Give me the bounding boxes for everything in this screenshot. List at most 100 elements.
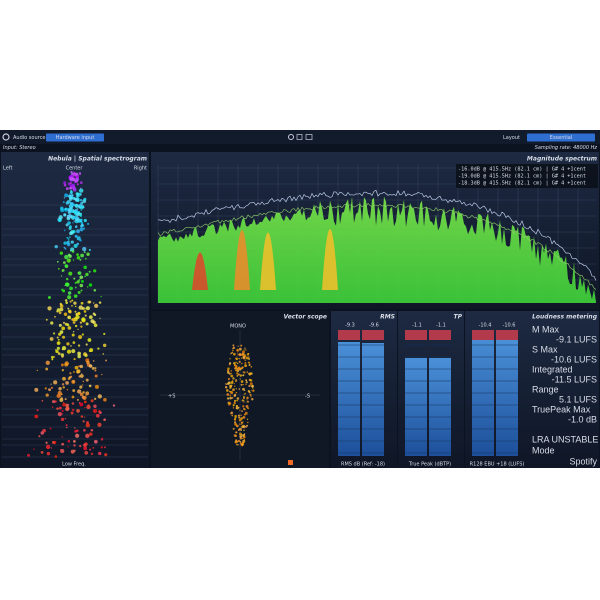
nebula-particle <box>44 387 47 390</box>
readout-box <box>456 164 598 188</box>
scope-point <box>247 373 250 375</box>
nebula-particle <box>84 257 87 260</box>
nebula-particle <box>63 181 67 185</box>
nebula-particle <box>76 242 80 246</box>
nebula-particle <box>51 355 54 359</box>
nebula-particle <box>92 360 95 362</box>
nebula-particle <box>79 181 83 184</box>
layout-label: Layout <box>503 135 520 141</box>
nebula-particle <box>73 444 76 447</box>
nebula-particle <box>72 439 76 443</box>
nebula-particle <box>66 323 70 327</box>
nebula-particle <box>59 304 64 308</box>
nebula-particle <box>64 264 68 268</box>
nebula-particle <box>72 321 76 324</box>
audio-source-button[interactable] <box>46 133 104 142</box>
nebula-particle <box>59 330 64 334</box>
scope-point <box>239 374 243 377</box>
nebula-particle <box>73 449 76 452</box>
nebula-particle <box>51 440 55 444</box>
scope-point <box>230 352 232 355</box>
scope-point <box>226 387 228 389</box>
nebula-particle <box>65 187 69 191</box>
meter-peak <box>472 330 494 340</box>
nebula-particle <box>93 323 98 328</box>
scope-point <box>234 440 238 444</box>
nebula-particle <box>62 386 65 389</box>
nebula-right: Right <box>134 166 147 172</box>
scope-point <box>241 353 244 356</box>
nebula-particle <box>73 294 78 298</box>
nebula-particle <box>104 446 106 449</box>
nebula-particle <box>85 423 90 428</box>
mode-value: Spotify <box>569 456 597 466</box>
truepeak-label: TruePeak Max <box>532 404 591 414</box>
scope-point <box>232 404 235 407</box>
nebula-particle <box>102 343 107 348</box>
scope-point <box>246 399 248 401</box>
nebula-particle <box>79 173 82 176</box>
nebula-particle <box>92 302 95 304</box>
nebula-particle <box>67 291 72 295</box>
scope-point <box>238 360 241 363</box>
scope-point <box>233 418 237 421</box>
nebula-particle <box>105 359 107 362</box>
nebula-particle <box>63 229 66 232</box>
nebula-particle <box>83 352 87 357</box>
scope-point <box>242 437 244 439</box>
nebula-particle <box>85 308 87 310</box>
settings-icon[interactable] <box>2 133 10 141</box>
nebula-particle <box>87 404 90 407</box>
scope-point <box>231 397 234 399</box>
scope-point <box>235 406 239 410</box>
scope-point <box>227 381 231 385</box>
nebula-particle <box>69 186 72 190</box>
scope-point <box>243 433 246 435</box>
nebula-particle <box>87 338 92 342</box>
nebula-particle <box>90 399 94 403</box>
nebula-particle <box>79 204 81 206</box>
scope-point <box>242 371 244 373</box>
scope-point <box>240 423 242 426</box>
peak-value: -9.3 <box>345 323 355 329</box>
nebula-particle <box>66 349 72 354</box>
nebula-particle <box>97 347 100 350</box>
scope-point <box>229 394 232 397</box>
nebula-particle <box>47 295 51 299</box>
scope-point <box>237 366 241 370</box>
center-icons[interactable] <box>288 134 313 140</box>
nebula-particle <box>78 205 81 208</box>
scope-point <box>236 375 239 377</box>
nebula-particle <box>94 397 97 400</box>
nebula-particle <box>58 406 62 410</box>
scope-point <box>241 410 244 413</box>
nebula-particle <box>61 326 66 331</box>
nebula-particle <box>81 333 84 336</box>
nebula-particle <box>59 251 64 255</box>
scope-point <box>232 377 235 380</box>
nebula-particle <box>76 369 81 374</box>
lra-status: LRA UNSTABLE <box>532 434 598 444</box>
scope-point <box>240 414 242 416</box>
meter-bar <box>362 343 384 456</box>
nebula-particle <box>75 313 78 315</box>
nebula-particle <box>66 236 69 239</box>
nebula-particle <box>80 415 84 418</box>
nebula-particle <box>60 397 63 400</box>
nebula-particle <box>33 448 35 450</box>
scope-point <box>237 439 241 443</box>
scope-point <box>241 443 244 446</box>
truepeak-value: -1.0 dB <box>568 414 597 424</box>
scope-point <box>244 392 246 395</box>
spectrum-peak <box>260 232 276 290</box>
readout: -16.0dB @ 415.5Hz (82.1 cm) | G# 4 +1cen… <box>458 167 586 173</box>
nebula-particle <box>53 356 56 358</box>
layout-button[interactable] <box>527 133 595 142</box>
scope-point <box>250 365 253 368</box>
nebula-particle <box>74 286 77 289</box>
nebula-particle <box>67 253 71 257</box>
scope-point <box>232 349 234 352</box>
scope-point <box>235 391 238 394</box>
spectrum-peak <box>234 230 250 290</box>
nebula-particle <box>79 205 84 210</box>
